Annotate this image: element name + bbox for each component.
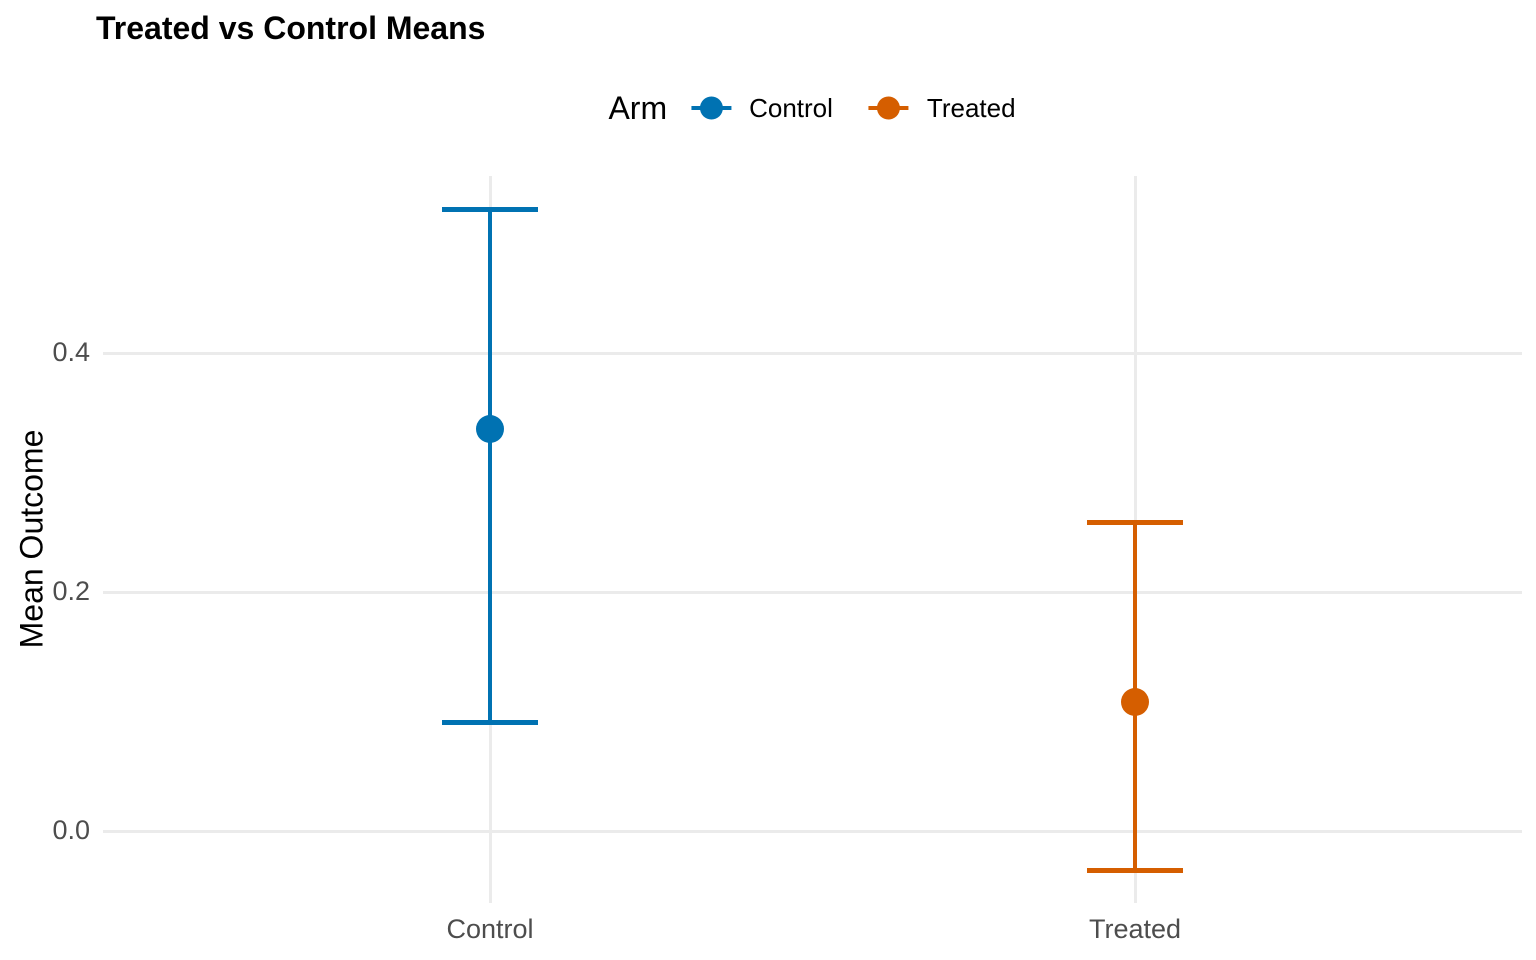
legend-item-treated: Treated [868,92,1016,124]
errorbar-point-key-icon [868,93,909,123]
mean-point-treated [1121,687,1149,716]
y-axis-title: Mean Outcome [13,429,50,649]
gridline-y-0.4 [103,351,1522,355]
legend-key-dot-icon [877,96,901,120]
y-tick-label-0.4: 0.4 [52,337,90,367]
gridline-y-0.2 [103,590,1522,594]
errorbar-cap-upper-treated [1087,520,1183,526]
legend-label-control: Control [749,92,833,123]
mean-point-control [476,415,504,444]
legend: Arm Control Treated [608,88,1015,128]
errorbar-cap-upper-control [442,207,538,213]
y-tick-label-0.2: 0.2 [52,576,90,606]
errorbar-stem-control [488,209,492,723]
chart-title: Treated vs Control Means [96,10,486,46]
gridline-y-0.0 [103,829,1522,833]
errorbar-cap-lower-treated [1087,867,1183,873]
legend-label-treated: Treated [926,92,1016,123]
legend-item-control: Control [691,93,833,124]
y-tick-label-0.0: 0.0 [52,815,90,845]
errorbar-cap-lower-control [442,719,538,725]
x-tick-label-treated: Treated [1088,914,1182,944]
x-tick-label-control: Control [446,914,534,944]
errorbar-point-key-icon [691,93,732,123]
legend-title: Arm [608,89,668,126]
legend-key-dot-icon [699,96,723,120]
